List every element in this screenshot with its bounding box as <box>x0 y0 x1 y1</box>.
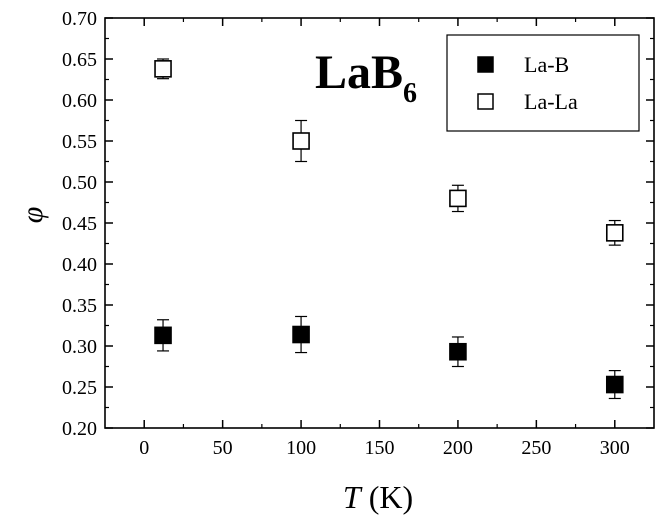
data-point-la-la <box>292 132 310 150</box>
data-point-la-b <box>605 375 624 394</box>
x-tick-label: 200 <box>443 437 473 459</box>
data-point-la-b <box>154 326 172 345</box>
y-tick-label: 0.60 <box>62 90 97 112</box>
chart-title: LaB6 <box>315 46 417 109</box>
legend-label-la-la: La-La <box>524 89 578 114</box>
y-tick-label: 0.20 <box>62 418 97 440</box>
chart-title-subscript: 6 <box>403 78 417 109</box>
data-point-la-la <box>449 189 467 208</box>
x-tick-label: 150 <box>365 437 395 459</box>
data-point-la-b <box>292 325 310 344</box>
legend-marker-la-b <box>477 56 494 73</box>
y-tick-label: 0.50 <box>62 172 97 194</box>
legend-box <box>446 34 640 132</box>
legend: La-B La-La <box>446 34 640 132</box>
axis-ticks <box>105 17 654 429</box>
x-axis-label-unit: (K) <box>361 479 413 515</box>
y-axis-label: φ <box>16 207 49 224</box>
y-tick-label: 0.70 <box>62 8 97 30</box>
y-tick-label: 0.55 <box>62 131 97 153</box>
x-tick-label: 300 <box>600 437 630 459</box>
data-marks <box>154 58 624 400</box>
axis-tick-labels: 0 50 100 150 200 250 300 0.20 0.25 0.30 0.35 0.40 0.… <box>62 8 630 459</box>
chart-title-main: LaB <box>315 46 403 99</box>
data-point-la-la <box>605 224 624 242</box>
x-tick-label: 250 <box>521 437 551 459</box>
y-tick-label: 0.30 <box>62 336 97 358</box>
x-tick-label: 50 <box>213 437 233 459</box>
y-tick-label: 0.40 <box>62 254 97 276</box>
x-tick-label: 0 <box>139 437 149 459</box>
y-tick-label: 0.25 <box>62 377 97 399</box>
y-tick-label: 0.45 <box>62 213 97 235</box>
legend-marker-la-la <box>477 93 494 110</box>
data-point-la-b <box>449 342 467 361</box>
y-tick-label: 0.65 <box>62 49 97 71</box>
x-axis-label: T (K) <box>343 479 413 515</box>
x-axis-label-symbol: T <box>343 479 363 515</box>
x-tick-label: 100 <box>286 437 316 459</box>
y-tick-label: 0.35 <box>62 295 97 317</box>
legend-label-la-b: La-B <box>524 52 569 77</box>
data-point-la-la <box>154 60 172 78</box>
